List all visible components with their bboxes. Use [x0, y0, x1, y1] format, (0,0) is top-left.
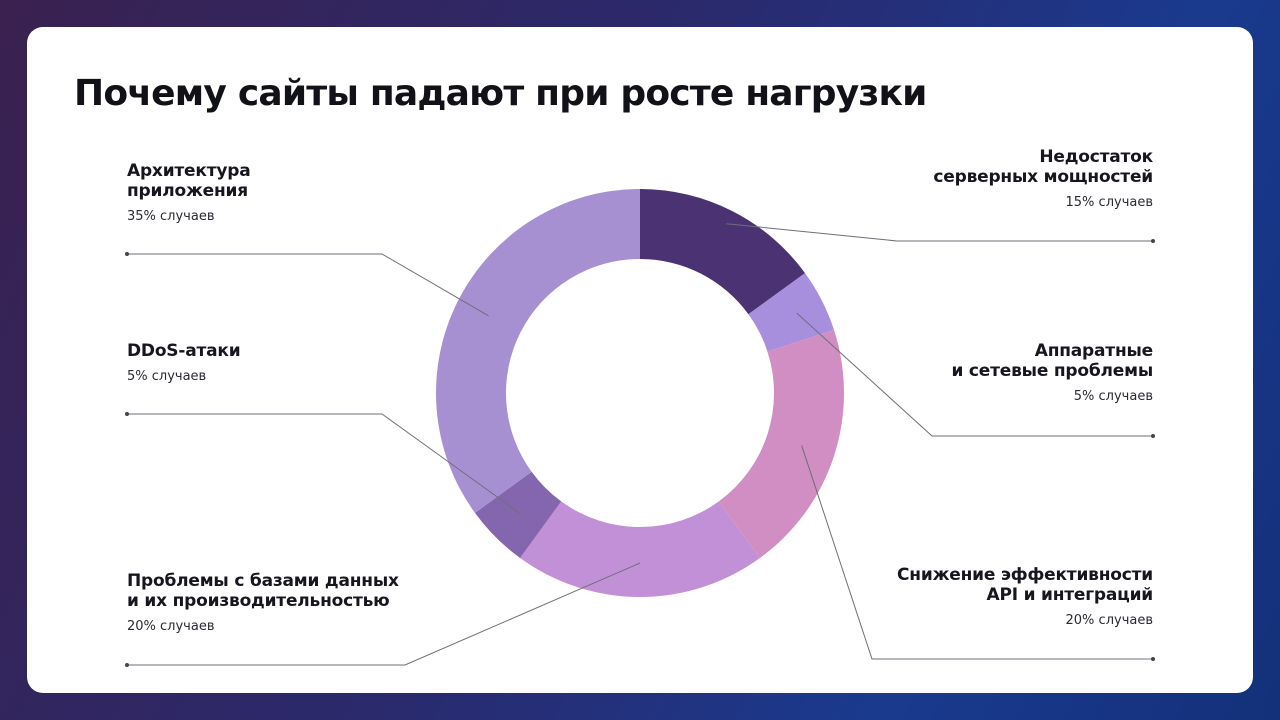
slide-card: Почему сайты падают при росте нагрузки Н…	[27, 27, 1253, 693]
connector-line	[726, 223, 1153, 242]
connector-line	[127, 562, 641, 666]
slice-percent: 5% случаев	[1073, 389, 1153, 404]
connector-line	[127, 413, 521, 514]
slide-title: Почему сайты падают при росте нагрузки	[74, 73, 927, 114]
slice-label-архитектура-приложения: Архитектура приложения 35% случаев	[127, 161, 447, 224]
slice-percent: 5% случаев	[127, 369, 207, 384]
slice-name: Проблемы с базами данных и их производит…	[127, 571, 399, 611]
connector-dot	[1151, 657, 1155, 661]
connector-line	[127, 253, 489, 317]
slice-label-ddos-атаки: DDoS-атаки 5% случаев	[127, 341, 447, 384]
slice-name: Снижение эффективности API и интеграций	[897, 565, 1153, 605]
connector-dot	[125, 663, 129, 667]
connector-line	[796, 312, 1153, 437]
connector-dot	[1151, 434, 1155, 438]
connector-dot	[1151, 239, 1155, 243]
slice-name: DDoS-атаки	[127, 341, 241, 361]
donut-slice-недостаток-серверных-мощностей	[640, 189, 806, 315]
slice-label-недостаток-серверных-мощностей: Недостаток серверных мощностей 15% случае…	[833, 147, 1153, 210]
slice-label-снижение-эффективности-api-и-интеграций: Снижение эффективности API и интеграций 2…	[833, 565, 1153, 628]
donut-slice-проблемы-с-базами-данных-и-их-производительностью	[520, 501, 760, 598]
slice-name: Недостаток серверных мощностей	[933, 147, 1153, 187]
slice-percent: 20% случаев	[1065, 613, 1153, 628]
connector-dot	[125, 412, 129, 416]
donut-slice-снижение-эффективности-api-и-интеграций	[718, 329, 844, 559]
slice-percent: 15% случаев	[1065, 195, 1153, 210]
donut-slice-ddos-атаки	[474, 471, 562, 559]
slice-label-аппаратные-и-сетевые-проблемы: Аппаратные и сетевые проблемы 5% случаев	[833, 341, 1153, 404]
connector-line	[801, 445, 1153, 660]
donut-slice-архитектура-приложения	[436, 189, 640, 513]
donut-slice-аппаратные-и-сетевые-проблемы	[748, 273, 835, 352]
slice-label-проблемы-с-базами-данных-и-их-производительностью: Проблемы с базами данных и их производит…	[127, 571, 447, 634]
slice-name: Архитектура приложения	[127, 161, 251, 201]
donut-chart	[125, 189, 1155, 667]
slice-percent: 35% случаев	[127, 209, 215, 224]
connector-dot	[125, 252, 129, 256]
slice-name: Аппаратные и сетевые проблемы	[951, 341, 1153, 381]
slice-percent: 20% случаев	[127, 619, 215, 634]
